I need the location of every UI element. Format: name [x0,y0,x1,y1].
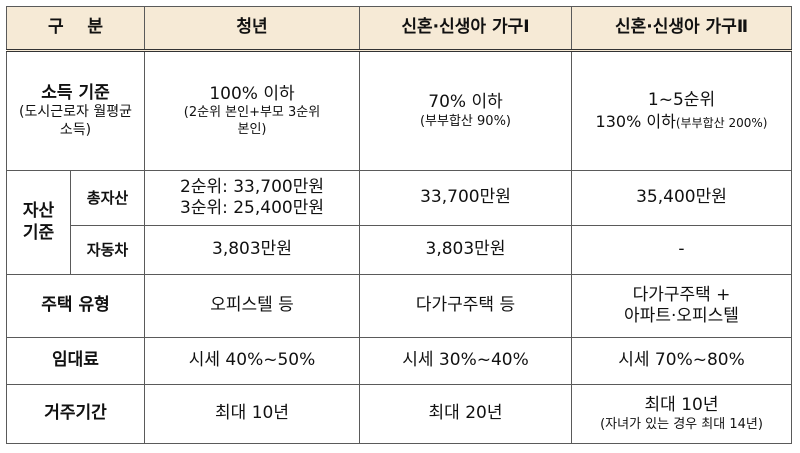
income-nw1-main: 70% 이하 [428,92,503,113]
income-nw2-main: 1~5순위 [647,90,716,111]
income-label: 소득 기준 [41,82,110,103]
asset-car-nw1-value: 3,803만원 [425,239,506,260]
header-newlywed-1: 신혼·신생아 가구Ⅰ [359,6,572,52]
rent-label: 임대료 [6,337,145,385]
rent-nw1-value: 시세 30%~40% [402,350,529,371]
income-youth-main: 100% 이하 [209,84,295,105]
asset-car-nw2: - [571,225,792,275]
comparison-table: 구 분 청년 신혼·신생아 가구Ⅰ 신혼·신생아 가구Ⅱ 소득 기준 (도시근로… [6,6,792,444]
income-nw1-cell: 70% 이하 (부부합산 90%) [359,50,572,171]
house-label: 주택 유형 [6,274,145,338]
income-nw2-cell: 1~5순위 130% 이하(부부합산 200%) [571,50,792,171]
period-nw1: 최대 20년 [359,384,572,444]
asset-total-nw2-value: 35,400만원 [636,187,727,208]
asset-total-row: 자산 기준 총자산 2순위: 33,700만원 3순위: 25,400만원 33… [6,170,792,275]
income-row: 소득 기준 (도시근로자 월평균 소득) 100% 이하 (2순위 본인+부모 … [6,50,792,171]
period-nw1-value: 최대 20년 [428,403,503,424]
rent-youth: 시세 40%~50% [144,337,360,385]
asset-car-row: 자동차 3,803만원 3,803만원 - [7,225,792,275]
income-nw1-note: (부부합산 90%) [419,113,511,129]
period-youth-value: 최대 10년 [215,403,289,424]
asset-car-nw1: 3,803만원 [359,225,572,275]
house-nw2-line1: 다가구주택 + [632,284,731,305]
comparison-table-container: 구 분 청년 신혼·신생아 가구Ⅰ 신혼·신생아 가구Ⅱ 소득 기준 (도시근로… [6,6,792,444]
rent-nw1: 시세 30%~40% [359,337,572,385]
rent-youth-value: 시세 40%~50% [188,350,316,371]
header-row: 구 분 청년 신혼·신생아 가구Ⅰ 신혼·신생아 가구Ⅱ [6,6,792,52]
income-youth-note: (2순위 본인+부모 3순위 본인) [183,105,321,137]
house-youth: 오피스텔 등 [144,274,360,338]
asset-total-nw1-value: 33,700만원 [420,187,511,208]
asset-car-nw2-value: - [678,239,685,260]
header-newlywed-2: 신혼·신생아 가구Ⅱ [571,6,792,52]
house-nw2: 다가구주택 + 아파트·오피스텔 [571,274,792,338]
period-youth: 최대 10년 [144,384,360,444]
header-youth: 청년 [144,6,360,52]
rent-nw2: 시세 70%~80% [571,337,792,385]
income-label-note: (도시근로자 월평균 소득) [19,104,132,138]
income-youth-cell: 100% 이하 (2순위 본인+부모 3순위 본인) [144,50,360,171]
income-nw2-line2: 130% 이하 [595,111,676,131]
house-youth-value: 오피스텔 등 [210,295,294,316]
asset-label: 자산 기준 [6,170,71,275]
rent-row: 임대료 시세 40%~50% 시세 30%~40% 시세 70%~80% [6,337,792,385]
asset-total-youth-1: 2순위: 33,700만원 [180,176,324,197]
period-row: 거주기간 최대 10년 최대 20년 최대 10년 (자녀가 있는 경우 최대 … [6,384,792,444]
asset-car-label: 자동차 [70,225,145,275]
asset-total-nw2: 35,400만원 [571,170,792,226]
period-nw2-main: 최대 10년 [644,395,719,416]
asset-car-youth: 3,803만원 [144,225,360,275]
header-category: 구 분 [6,6,145,52]
house-row: 주택 유형 오피스텔 등 다가구주택 등 다가구주택 + 아파트·오피스텔 [6,274,792,338]
period-label: 거주기간 [6,384,145,444]
asset-total-label: 총자산 [70,170,145,226]
income-label-cell: 소득 기준 (도시근로자 월평균 소득) [6,50,145,171]
period-nw2: 최대 10년 (자녀가 있는 경우 최대 14년) [571,384,792,444]
house-nw2-line2: 아파트·오피스텔 [624,306,739,326]
rent-nw2-value: 시세 70%~80% [618,350,745,371]
house-nw1: 다가구주택 등 [359,274,572,338]
income-nw2-note: (부부합산 200%) [675,115,768,130]
asset-total-youth-cell: 2순위: 33,700만원 3순위: 25,400만원 [144,170,360,226]
asset-car-youth-value: 3,803만원 [212,239,292,260]
house-nw1-value: 다가구주택 등 [415,295,516,316]
asset-total-nw1: 33,700만원 [359,170,572,226]
asset-total-youth-2: 3순위: 25,400만원 [180,198,324,218]
period-nw2-note: (자녀가 있는 경우 최대 14년) [600,416,763,432]
